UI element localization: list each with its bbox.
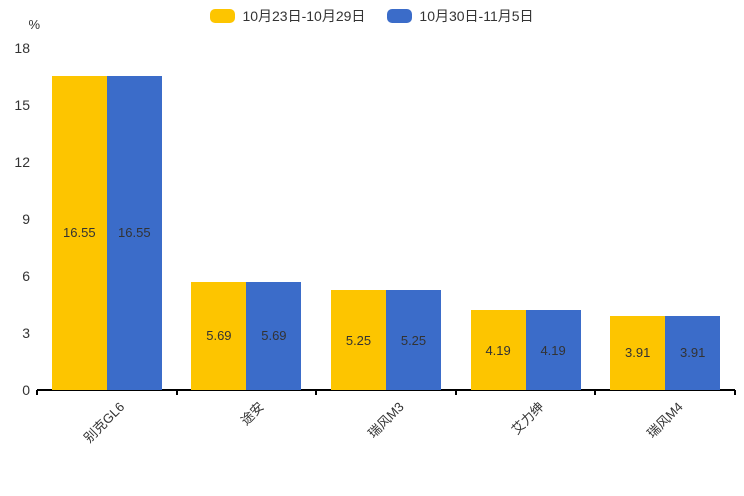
bar-value-label: 4.19	[485, 342, 511, 358]
bar-value-label: 5.69	[206, 328, 232, 344]
category-label: 瑞风M3	[364, 399, 407, 441]
y-tick-label: 6	[22, 268, 30, 284]
category-label: 瑞风M4	[644, 399, 686, 441]
bar-value-label: 5.25	[400, 332, 427, 348]
category-label: 途安	[238, 399, 268, 429]
legend-item[interactable]: 10月23日-10月29日	[210, 6, 365, 26]
x-axis-tick	[175, 390, 178, 395]
x-axis-tick	[734, 390, 736, 395]
bar-value-label: 16.55	[118, 225, 151, 241]
x-axis-tick	[594, 390, 597, 395]
bar-series1: 3.91	[610, 315, 666, 390]
bar-value-label: 3.91	[625, 345, 651, 361]
category-label: 别克GL6	[81, 399, 128, 446]
y-tick-label: 3	[22, 325, 30, 341]
bar-series2: 16.55	[106, 75, 162, 390]
bar-series2: 5.69	[246, 281, 302, 390]
y-tick-label: 9	[22, 211, 30, 227]
x-axis-tick	[36, 390, 38, 395]
bar-series2: 3.91	[665, 315, 721, 390]
bar-series1: 16.55	[51, 75, 107, 390]
bar-value-label: 16.55	[63, 225, 96, 241]
y-tick-label: 12	[14, 154, 30, 170]
bar-series2: 4.19	[525, 310, 581, 390]
bar-series1: 4.19	[470, 310, 526, 390]
x-axis-tick	[454, 390, 457, 395]
y-axis-unit-label: %	[28, 17, 40, 32]
legend-label: 10月23日-10月29日	[242, 8, 366, 24]
legend-item[interactable]: 10月30日-11月5日	[387, 6, 534, 26]
y-tick-label: 18	[14, 40, 30, 56]
bar-value-label: 5.69	[261, 328, 287, 344]
bar-series1: 5.69	[191, 281, 247, 390]
bar-value-label: 3.91	[680, 345, 706, 361]
bar-value-label: 5.25	[345, 332, 372, 348]
x-axis-tick	[315, 390, 318, 395]
bar-series1: 5.25	[331, 290, 386, 390]
y-tick-label: 0	[22, 382, 30, 398]
legend-label: 10月30日-11月5日	[419, 8, 534, 24]
legend-swatch-icon	[210, 9, 236, 23]
bar-value-label: 4.19	[540, 342, 566, 358]
y-tick-label: 15	[14, 97, 30, 113]
category-label: 艾力绅	[508, 399, 547, 438]
legend: 10月23日-10月29日 10月30日-11月5日	[0, 6, 744, 26]
bar-series2: 5.25	[386, 290, 441, 390]
x-axis-line	[37, 389, 735, 391]
legend-swatch-icon	[387, 9, 413, 23]
